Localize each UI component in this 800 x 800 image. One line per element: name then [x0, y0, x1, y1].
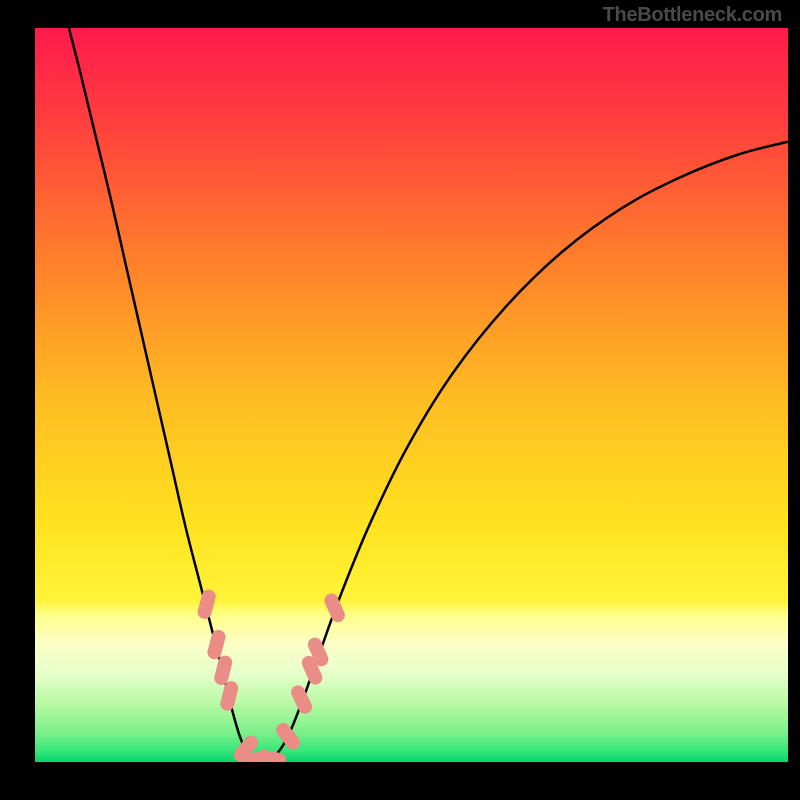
curve-marker: [255, 748, 287, 762]
curve-marker: [322, 591, 347, 624]
curve-marker: [289, 683, 315, 716]
watermark-text: TheBottleneck.com: [603, 4, 782, 27]
curve-path: [69, 28, 788, 762]
curve-marker: [196, 588, 217, 621]
chart-frame: TheBottleneck.com: [0, 0, 800, 800]
bottleneck-curve: [35, 28, 788, 762]
plot-area: [35, 28, 788, 762]
curve-marker: [273, 720, 303, 752]
